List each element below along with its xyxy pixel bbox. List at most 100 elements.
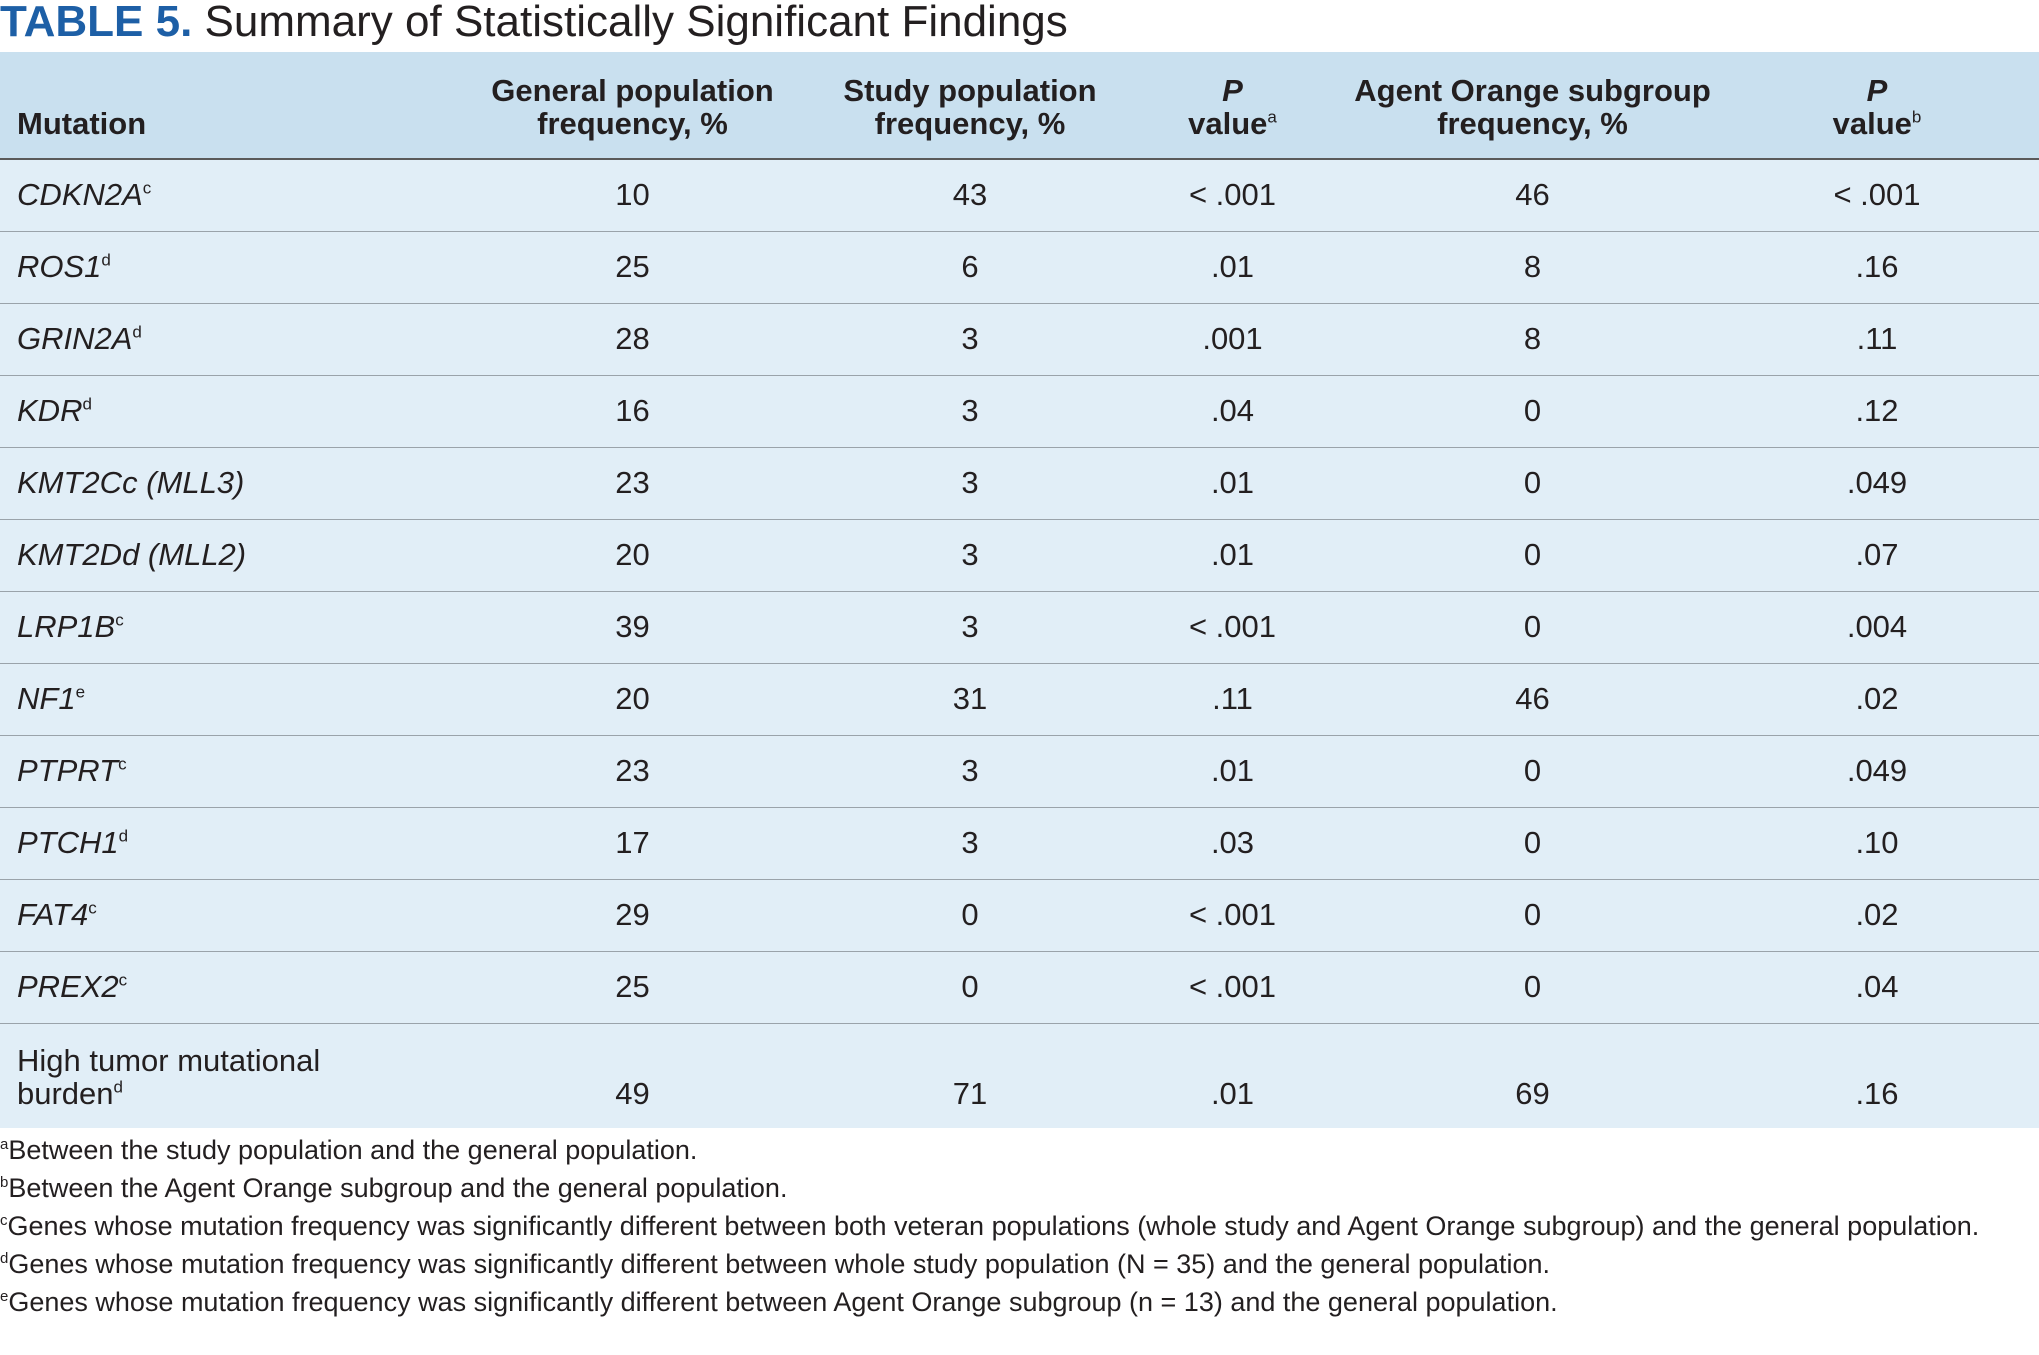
p-value-a-cell: < .001 [1115, 951, 1350, 1024]
study-frequency-cell: 31 [825, 663, 1115, 736]
agent-orange-frequency-cell: 0 [1350, 735, 1715, 808]
table-row: ROS1d 25 6.01 8.16 [0, 231, 2039, 304]
header-mutation-label: Mutation [17, 106, 147, 141]
agent-orange-frequency-cell: 0 [1350, 807, 1715, 880]
table-title: TABLE 5. Summary of Statistically Signif… [0, 0, 1068, 50]
p-value-a-cell: .01 [1115, 519, 1350, 592]
row-label-line2: burden [17, 1076, 114, 1111]
p-value-b-cell: .049 [1715, 735, 2039, 808]
gene-name-cell: LRP1Bc [0, 591, 440, 664]
table-title-text: Summary of Statistically Significant Fin… [204, 0, 1068, 46]
table-row: CDKN2Ac 10 43 < .001 46 < .001 [0, 159, 2039, 232]
table-row: PREX2c 25 0 < .001 0.04 [0, 951, 2039, 1024]
header-general-frequency: General population frequency, % [440, 52, 825, 160]
p-value-b-cell: .02 [1715, 663, 2039, 736]
p-value-a-cell: .11 [1115, 663, 1350, 736]
general-frequency-cell: 29 [440, 879, 825, 952]
gene-name: NF1 [17, 681, 76, 716]
general-frequency-cell: 23 [440, 447, 825, 520]
footnote: bBetween the Agent Orange subgroup and t… [0, 1169, 2039, 1207]
study-frequency-cell: 3 [825, 375, 1115, 448]
p-value-b-cell: .16 [1855, 1076, 1899, 1111]
table-row: KDRd 16 3.04 0.12 [0, 375, 2039, 448]
gene-name-cell: PTCH1d [0, 807, 440, 880]
p-value-b-cell: .12 [1715, 375, 2039, 448]
header-p-a-symbol: P [1222, 73, 1243, 108]
p-value-b-cell: .04 [1715, 951, 2039, 1024]
footnote-mark: b [0, 1174, 9, 1191]
p-value-b-cell: < .001 [1715, 159, 2039, 232]
footnote-text: Genes whose mutation frequency was signi… [8, 1287, 1558, 1317]
agent-orange-frequency-cell: 0 [1350, 879, 1715, 952]
p-value-b-cell: .11 [1715, 303, 2039, 376]
table-row: PTPRTc 23 3.01 0.049 [0, 735, 2039, 808]
p-value-b-cell: .16 [1715, 231, 2039, 304]
gene-footnote-mark: d [82, 394, 92, 414]
gene-name-cell: CDKN2Ac [0, 159, 440, 232]
gene-name: LRP1B [17, 609, 116, 644]
gene-footnote-mark: d [113, 1077, 123, 1097]
agent-orange-frequency-cell: 0 [1350, 447, 1715, 520]
p-value-b-cell: .049 [1715, 447, 2039, 520]
header-p-b-footnote-mark: b [1911, 107, 1922, 127]
table-row: KMT2Cc (MLL3) 23 3.01 0.049 [0, 447, 2039, 520]
header-p-a-footnote-mark: a [1267, 107, 1277, 127]
general-frequency-cell: 25 [440, 231, 825, 304]
agent-orange-frequency-cell: 0 [1350, 519, 1715, 592]
general-frequency-cell: 16 [440, 375, 825, 448]
gene-name: PTPRT [17, 753, 119, 788]
agent-orange-frequency-cell: 46 [1350, 663, 1715, 736]
table-row: PTCH1d 17 3.03 0.10 [0, 807, 2039, 880]
table-row: FAT4c 29 0 < .001 0.02 [0, 879, 2039, 952]
p-value-b-cell: .10 [1715, 807, 2039, 880]
gene-name: KMT2Dd (MLL2) [17, 537, 247, 572]
row-label-line1: High tumor mutational [17, 1043, 321, 1078]
table-footnotes: aBetween the study population and the ge… [0, 1131, 2039, 1321]
footnote: aBetween the study population and the ge… [0, 1131, 2039, 1169]
agent-orange-frequency-cell: 0 [1350, 375, 1715, 448]
table-row: NF1e 20 31.11 46.02 [0, 663, 2039, 736]
agent-orange-frequency-cell: 69 [1515, 1076, 1550, 1111]
gene-footnote-mark: d [101, 250, 111, 270]
gene-name-cell: High tumor mutational burdend [0, 1023, 440, 1128]
p-value-a-cell: .03 [1115, 807, 1350, 880]
gene-name: PTCH1 [17, 825, 119, 860]
gene-name: ROS1 [17, 249, 102, 284]
header-agent-line1: Agent Orange subgroup [1354, 73, 1711, 108]
footnote-mark: a [0, 1136, 9, 1153]
p-value-b-cell: .07 [1715, 519, 2039, 592]
p-value-b-cell: .02 [1715, 879, 2039, 952]
agent-orange-frequency-cell: 8 [1350, 231, 1715, 304]
gene-footnote-mark: d [132, 322, 142, 342]
gene-name-cell: NF1e [0, 663, 440, 736]
p-value-a-cell: < .001 [1115, 159, 1350, 232]
gene-name-cell: PTPRTc [0, 735, 440, 808]
gene-name: FAT4 [17, 897, 89, 932]
study-frequency-cell: 43 [825, 159, 1115, 232]
gene-name-cell: GRIN2Ad [0, 303, 440, 376]
p-value-a-cell: .001 [1115, 303, 1350, 376]
gene-name: KDR [17, 393, 83, 428]
gene-name-cell: ROS1d [0, 231, 440, 304]
agent-orange-frequency-cell: 0 [1350, 951, 1715, 1024]
gene-footnote-mark: d [118, 826, 129, 846]
p-value-b-cell: .004 [1715, 591, 2039, 664]
gene-footnote-mark: c [118, 754, 127, 774]
general-frequency-cell: 23 [440, 735, 825, 808]
study-frequency-cell: 3 [825, 303, 1115, 376]
gene-name-cell: FAT4c [0, 879, 440, 952]
gene-footnote-mark: c [88, 898, 97, 918]
header-study-line2: frequency, % [874, 106, 1066, 141]
footnote-text: Genes whose mutation frequency was signi… [8, 1249, 1551, 1279]
footnote-text: Genes whose mutation frequency was signi… [7, 1211, 1980, 1241]
footnote: cGenes whose mutation frequency was sign… [0, 1207, 2039, 1245]
general-frequency-cell: 20 [440, 519, 825, 592]
header-p-b-label: value [1832, 106, 1912, 141]
footnote-mark: c [0, 1212, 8, 1229]
table-row: GRIN2Ad 28 3.001 8.11 [0, 303, 2039, 376]
gene-name: PREX2 [17, 969, 119, 1004]
footnote-text: Between the study population and the gen… [8, 1135, 698, 1165]
agent-orange-frequency-cell: 8 [1350, 303, 1715, 376]
p-value-a-cell: < .001 [1115, 591, 1350, 664]
